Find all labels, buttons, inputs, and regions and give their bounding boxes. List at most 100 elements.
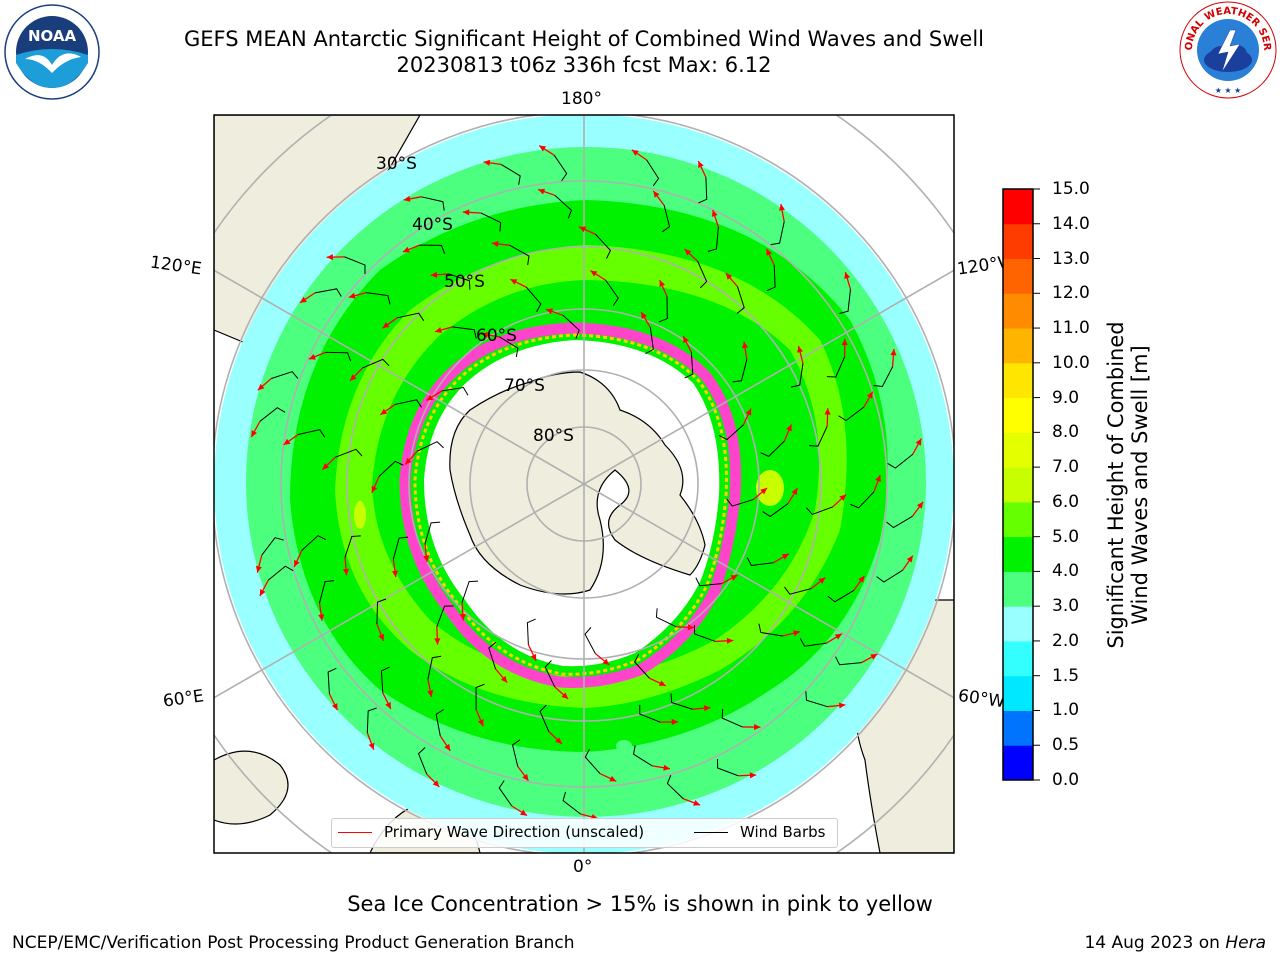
wave-arrow-head xyxy=(426,394,434,401)
wind-barb xyxy=(707,226,719,252)
wind-barb xyxy=(298,429,326,438)
wind-barb xyxy=(378,460,404,477)
wave-arrow-head xyxy=(342,568,350,576)
wave-arrow-head xyxy=(255,565,262,573)
wave-arrow-head xyxy=(368,742,375,750)
lon-label-0: 0° xyxy=(573,857,593,877)
legend-item-wave: Primary Wave Direction (unscaled) xyxy=(338,823,644,841)
wind-barb xyxy=(335,448,363,458)
colorbar-tick-label: 0.0 xyxy=(1052,770,1080,790)
wave-arrow-head xyxy=(870,654,878,660)
wind-barb xyxy=(655,608,677,628)
wind-barb xyxy=(632,745,653,767)
nws-logo: NATIONAL WEATHER SERVICE ★ ★ ★ xyxy=(1178,0,1277,99)
colorbar-bin xyxy=(1003,710,1033,746)
sea-ice-note: Sea Ice Concentration > 15% is shown in … xyxy=(347,892,933,916)
wave-arrow-head xyxy=(430,271,438,278)
wind-barb xyxy=(553,155,568,182)
wind-barb xyxy=(718,424,744,441)
wind-barb xyxy=(480,212,502,232)
wind-barb xyxy=(835,656,862,666)
wind-barb xyxy=(392,536,409,560)
wind-barb xyxy=(271,371,299,379)
colorbar-bin xyxy=(1003,223,1033,260)
colorbar-tick-label: 10.0 xyxy=(1052,352,1090,373)
wind-barb xyxy=(670,693,693,710)
wave-arrow-head xyxy=(726,637,734,644)
wind-barb xyxy=(435,709,445,736)
wave-arrow-head xyxy=(590,270,598,277)
wind-barb xyxy=(746,557,774,566)
wave-arrow-head xyxy=(432,780,440,787)
wind-barb xyxy=(327,667,337,695)
wind-barb xyxy=(259,407,286,422)
wave-arrow-head xyxy=(530,653,537,661)
legend-wave-label: Primary Wave Direction (unscaled) xyxy=(384,823,645,841)
colorbar-bin xyxy=(1003,745,1033,781)
wind-barb xyxy=(695,577,722,587)
wave-arrow-head xyxy=(539,145,547,152)
noaa-logo-text: NOAA xyxy=(28,27,77,45)
wind-barb xyxy=(554,195,573,219)
wave-arrow-head xyxy=(444,743,451,751)
wave-arrow-head xyxy=(378,633,384,641)
wave-arrow-head xyxy=(841,338,848,346)
wave-arrow-head xyxy=(866,391,873,399)
wave-arrow-head xyxy=(663,764,670,771)
wave-arrow-head xyxy=(348,292,356,299)
wind-barb xyxy=(827,589,855,603)
wave-arrow-head xyxy=(906,555,913,563)
legend-item-wind: Wind Barbs xyxy=(694,823,825,841)
wave-arrow-head xyxy=(658,680,666,686)
colorbar-tick-label: 11.0 xyxy=(1052,318,1090,339)
colorbar-bin xyxy=(1003,362,1033,399)
wave-arrow-head xyxy=(326,254,333,261)
wave-arrow-head xyxy=(730,575,738,581)
wind-barb xyxy=(325,351,352,362)
wave-arrow-head xyxy=(483,159,491,166)
wind-barb xyxy=(417,747,428,775)
colorbar-tick-label: 15.0 xyxy=(1052,179,1090,199)
wave-arrow-head xyxy=(749,772,757,779)
colorbar-bin xyxy=(1003,328,1033,364)
wave-arrow-head xyxy=(693,800,701,806)
wind-barb xyxy=(319,580,335,604)
wave-arrow-head xyxy=(641,312,647,319)
wave-arrow-head xyxy=(500,675,508,683)
footer-branch: NCEP/EMC/Verification Post Processing Pr… xyxy=(12,933,575,953)
wind-barb xyxy=(760,440,785,457)
wind-barb xyxy=(366,292,391,305)
colorbar-tick-label: 12.0 xyxy=(1052,283,1090,304)
wave-arrow-head xyxy=(698,161,704,169)
wind-barb xyxy=(762,503,789,518)
wave-arrow-head xyxy=(683,336,689,344)
wave-arrow-head xyxy=(251,430,258,438)
wind-barb xyxy=(475,683,485,710)
wind-barb xyxy=(886,515,913,529)
legend-wind-swatch xyxy=(694,831,728,833)
wind-barb xyxy=(799,638,827,647)
wind-barb xyxy=(498,780,513,807)
wind-barb xyxy=(645,327,654,355)
lat-label-60: 60°S xyxy=(476,326,517,346)
wind-barb xyxy=(839,289,851,315)
colorbar-tick-label: 0.5 xyxy=(1052,735,1080,756)
colorbar-bin xyxy=(1003,467,1033,503)
wave-arrow-head xyxy=(609,775,617,782)
wave-arrow-head xyxy=(687,624,695,631)
colorbar-bin xyxy=(1003,432,1033,468)
lat-label-80: 80°S xyxy=(533,426,574,446)
wind-barb xyxy=(805,506,834,516)
colorbar-tick-label: 1.0 xyxy=(1052,700,1080,721)
wave-arrow-head xyxy=(791,488,798,496)
colorbar-tick-label: 8.0 xyxy=(1052,422,1080,443)
wind-barb xyxy=(770,221,785,246)
wind-barb xyxy=(509,244,530,266)
wave-arrow-head xyxy=(858,575,865,583)
wind-barb xyxy=(421,196,445,211)
colorbar-tick-label: 1.5 xyxy=(1052,665,1080,686)
wind-barb xyxy=(501,164,521,185)
wave-arrow-head xyxy=(579,226,587,233)
wave-arrow-head xyxy=(711,209,718,217)
